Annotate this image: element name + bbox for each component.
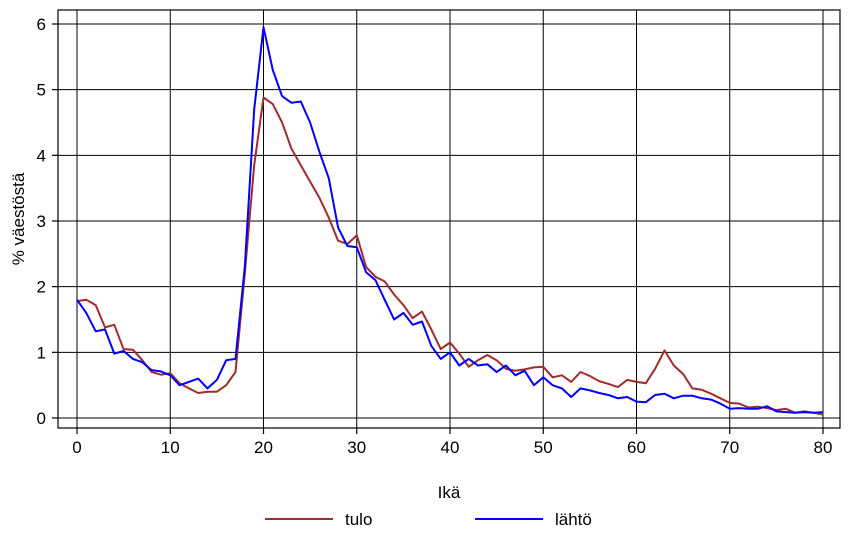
y-tick-label: 0 [37,409,46,428]
x-tick-label: 20 [254,438,273,457]
gridlines [58,10,840,428]
plot-frame [57,9,841,429]
x-tick-label: 0 [72,438,81,457]
series-line-1 [76,26,824,414]
x-tick-label: 30 [347,438,366,457]
x-tick-label: 60 [627,438,646,457]
x-axis-title: Ikä [438,483,461,502]
y-axis-title: % väestöstä [9,172,28,265]
x-tick-label: 50 [534,438,553,457]
legend: tulo lähtö [265,510,592,529]
y-tick-label: 1 [37,343,46,362]
y-tick-label: 6 [37,15,46,34]
y-tick-label: 2 [37,278,46,297]
series-line-0 [76,96,824,416]
x-tick-label: 10 [161,438,180,457]
series-lines [76,26,824,416]
y-tick-label: 3 [37,212,46,231]
y-tick-label: 5 [37,81,46,100]
x-tick-label: 80 [814,438,833,457]
legend-label-0: tulo [345,510,372,529]
x-tick-label: 70 [720,438,739,457]
y-tick-label: 4 [37,146,46,165]
axis-ticks: 0 10 20 30 40 50 60 70 80 0 1 2 3 4 5 6 [37,15,833,457]
legend-label-1: lähtö [555,510,592,529]
x-tick-label: 40 [441,438,460,457]
